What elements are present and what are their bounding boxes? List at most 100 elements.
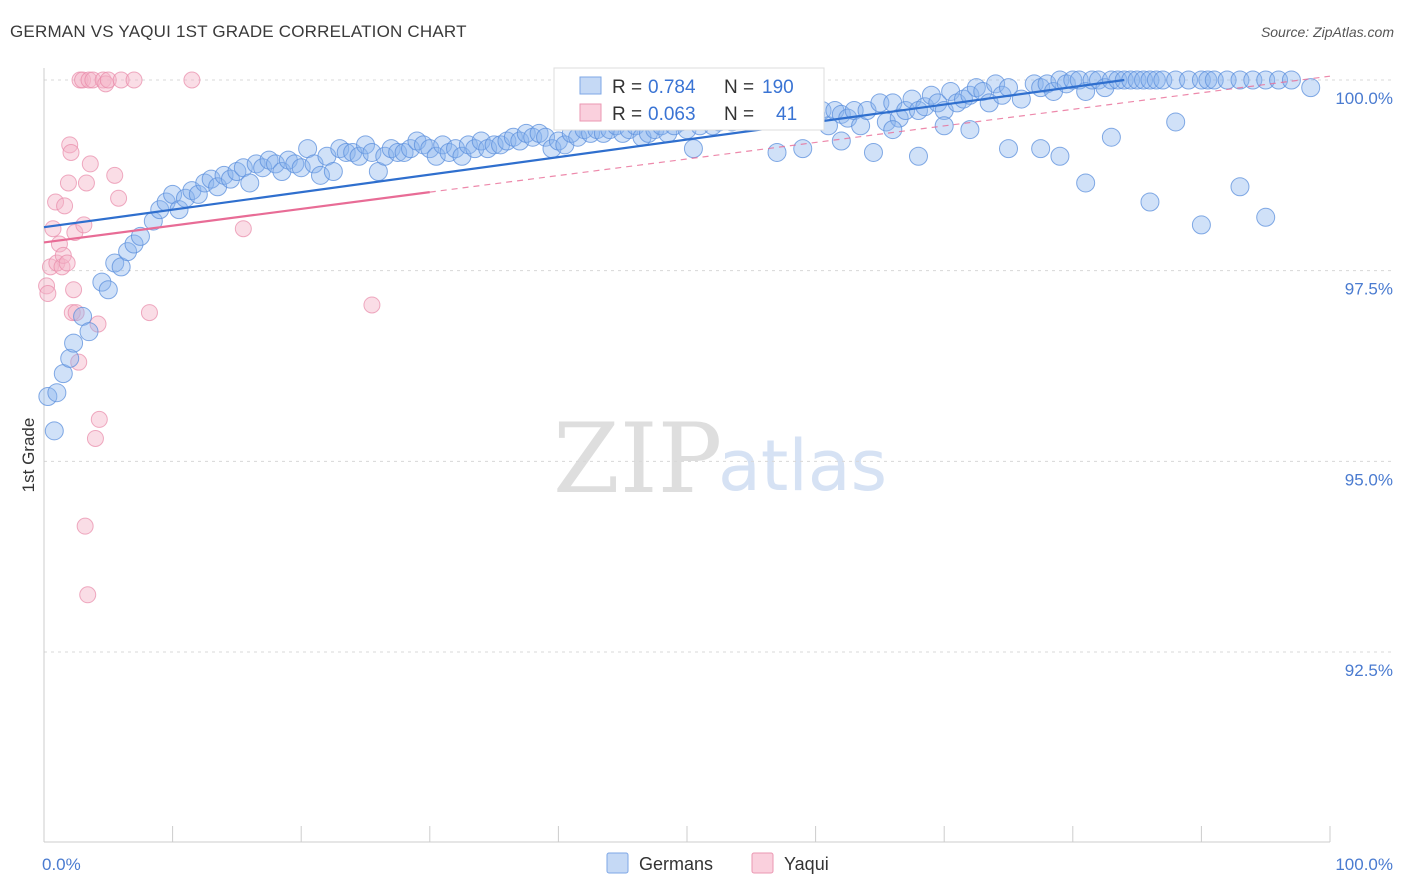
yaqui-point xyxy=(110,189,128,207)
stats-legend: R = 0.784 N = 190 R = 0.063 N = 41 xyxy=(553,67,825,131)
german-point xyxy=(999,139,1018,159)
german-point xyxy=(446,139,466,159)
yaqui-point xyxy=(54,246,72,264)
yaqui-point xyxy=(112,71,130,89)
yaqui-point xyxy=(67,304,85,322)
german-point xyxy=(98,280,118,300)
german-point xyxy=(1301,78,1321,98)
german-point xyxy=(433,135,453,155)
axes xyxy=(43,68,1331,843)
yaqui-point xyxy=(58,254,76,272)
german-point xyxy=(1031,139,1051,159)
y-tick-label-0: 100.0% xyxy=(1335,89,1393,108)
german-point xyxy=(362,142,382,162)
german-point xyxy=(683,139,703,159)
german-point xyxy=(60,348,80,368)
german-point xyxy=(1281,70,1301,90)
yaqui-point xyxy=(99,71,117,89)
yaqui-point xyxy=(65,281,83,299)
watermark-atlas: atlas xyxy=(718,425,887,507)
chart-source: Source: ZipAtlas.com xyxy=(1260,24,1394,40)
yaqui-point xyxy=(76,517,94,535)
german-point xyxy=(1146,70,1166,90)
german-point xyxy=(401,139,421,159)
germans-r-label: R = xyxy=(612,77,642,98)
germans-trend-line xyxy=(43,78,1125,229)
y-tick-label-1: 97.5% xyxy=(1345,280,1393,299)
german-point xyxy=(1063,70,1083,90)
y-axis-label: 1st Grade xyxy=(19,418,38,493)
german-point xyxy=(510,131,530,151)
yaqui-point xyxy=(183,71,201,89)
german-point xyxy=(201,169,221,189)
yaqui-point xyxy=(234,220,252,238)
x-tick-label-0: 0.0% xyxy=(42,855,81,874)
german-point xyxy=(986,74,1006,94)
german-point xyxy=(92,272,112,292)
yaqui-point xyxy=(77,174,95,192)
yaqui-point xyxy=(75,216,93,234)
yaqui-point xyxy=(86,429,104,447)
yaqui-point xyxy=(44,220,62,238)
german-point xyxy=(349,146,369,166)
bottom-legend: Germans Yaqui xyxy=(606,852,829,874)
german-point xyxy=(863,142,883,162)
chart-title: GERMAN VS YAQUI 1ST GRADE CORRELATION CH… xyxy=(10,22,467,41)
yaqui-point xyxy=(56,197,74,215)
german-point xyxy=(188,184,208,204)
german-point xyxy=(388,142,408,162)
german-point xyxy=(1076,173,1096,193)
german-point xyxy=(484,135,504,155)
german-point xyxy=(375,146,395,166)
x-tick-label-1: 100.0% xyxy=(1335,855,1393,874)
yaqui-point xyxy=(74,71,92,89)
german-point xyxy=(960,120,980,140)
yaqui-n-label: N = xyxy=(724,104,754,125)
german-point xyxy=(908,146,928,166)
y-tick-labels: 100.0% 97.5% 95.0% 92.5% xyxy=(1335,89,1393,680)
german-point xyxy=(921,85,941,105)
germans-n-label: N = xyxy=(724,77,754,98)
german-point xyxy=(1191,215,1211,235)
yaqui-point xyxy=(59,174,77,192)
german-point xyxy=(883,120,903,140)
legend-yaqui-swatch xyxy=(751,852,774,874)
german-point xyxy=(536,127,556,147)
yaqui-point xyxy=(125,71,143,89)
yaqui-r-label: R = xyxy=(612,104,642,125)
watermark-zip: ZIP xyxy=(553,403,722,515)
german-point xyxy=(356,135,375,155)
german-point xyxy=(1230,177,1250,197)
yaqui-point xyxy=(62,143,80,161)
german-point xyxy=(889,108,909,128)
y-tick-label-3: 92.5% xyxy=(1345,661,1393,680)
germans-n-value: 190 xyxy=(762,77,794,98)
german-point xyxy=(265,154,285,174)
yaqui-swatch xyxy=(579,103,602,122)
yaqui-trend-extension xyxy=(429,75,1331,193)
germans-r-value: 0.784 xyxy=(648,77,696,98)
german-point xyxy=(1166,112,1186,132)
german-point xyxy=(118,242,138,262)
yaqui-n-value: 41 xyxy=(776,104,797,125)
german-point xyxy=(1101,127,1121,147)
yaqui-point xyxy=(63,304,81,322)
yaqui-point xyxy=(79,586,97,604)
watermark: ZIP atlas xyxy=(553,403,887,515)
german-point xyxy=(426,146,446,166)
german-point xyxy=(44,421,64,441)
y-tick-label-2: 95.0% xyxy=(1345,470,1393,489)
legend-germans-swatch xyxy=(606,852,629,874)
german-point xyxy=(471,131,491,151)
german-point xyxy=(1050,146,1070,166)
yaqui-point xyxy=(39,285,57,303)
german-point xyxy=(130,226,150,246)
german-point xyxy=(1198,70,1218,90)
german-point xyxy=(291,158,311,178)
gridlines xyxy=(44,79,1395,653)
german-point xyxy=(928,93,948,113)
german-point xyxy=(323,162,343,182)
germans-swatch xyxy=(579,76,602,95)
yaqui-point xyxy=(90,410,108,428)
